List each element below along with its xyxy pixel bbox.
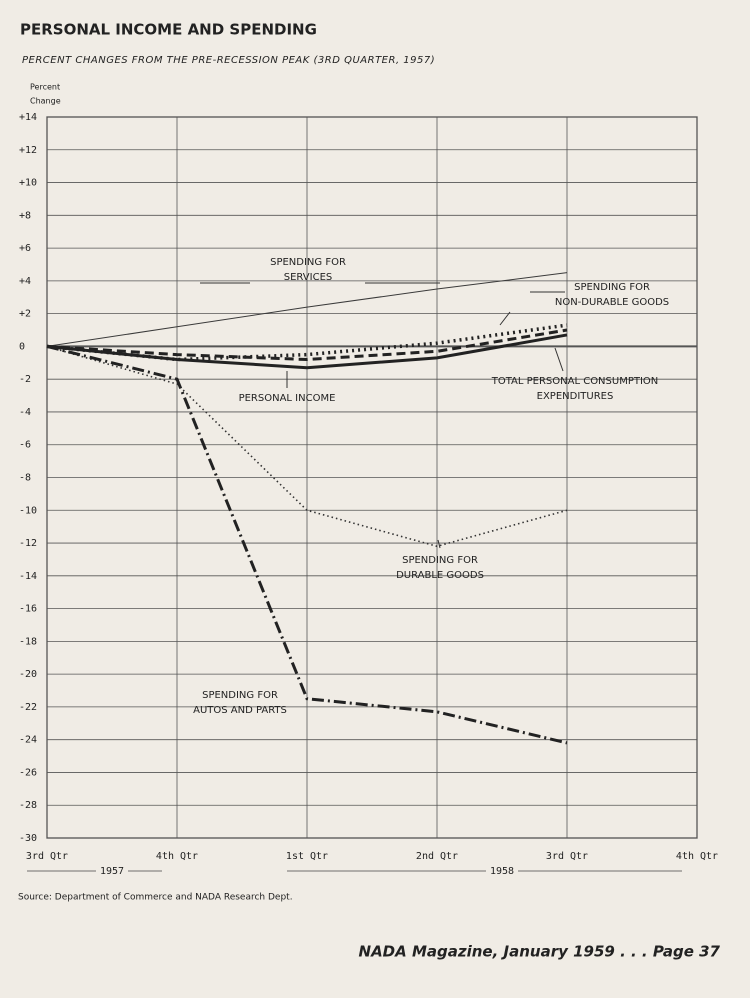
series-label: DURABLE GOODS <box>396 570 484 581</box>
chart-subtitle: PERCENT CHANGES FROM THE PRE-RECESSION P… <box>22 55 435 66</box>
y-tick-label: +2 <box>19 309 31 320</box>
series-label: PERSONAL INCOME <box>239 393 336 404</box>
y-tick-label: -30 <box>19 833 37 844</box>
y-tick-label: -22 <box>19 702 37 713</box>
x-tick-label: 3rd Qtr <box>26 851 68 862</box>
series-label: SERVICES <box>284 272 333 283</box>
x-tick-label: 4th Qtr <box>676 851 718 862</box>
y-tick-label: -16 <box>19 604 37 615</box>
year-bg <box>96 864 128 878</box>
y-tick-label: -2 <box>19 374 31 385</box>
y-tick-label: -18 <box>19 636 37 647</box>
series-label: AUTOS AND PARTS <box>193 705 287 716</box>
y-tick-label: +8 <box>19 210 31 221</box>
y-tick-label: -10 <box>19 505 37 516</box>
chart-title: PERSONAL INCOME AND SPENDING <box>20 21 317 39</box>
series-line <box>46 333 568 370</box>
source: Source: Department of Commerce and NADA … <box>18 893 293 903</box>
leader-line <box>437 539 441 549</box>
year-bg <box>486 864 518 878</box>
leader-line <box>554 347 564 372</box>
y-tick-label: -20 <box>19 669 37 680</box>
y-tick-label: +6 <box>19 243 31 254</box>
series-label: TOTAL PERSONAL CONSUMPTION <box>491 376 659 387</box>
y-tick-label: -6 <box>19 440 31 451</box>
series-line <box>46 272 568 347</box>
y-axis-label: Change <box>30 97 61 106</box>
x-tick-label: 1st Qtr <box>286 851 328 862</box>
y-tick-label: -28 <box>19 800 37 811</box>
series-line <box>46 328 568 362</box>
y-tick-label: 0 <box>19 341 25 352</box>
series-label: EXPENDITURES <box>537 391 614 402</box>
leader-line <box>499 311 511 326</box>
y-axis-label: Percent <box>30 83 60 92</box>
year-label: 1958 <box>490 866 514 877</box>
series-label: SPENDING FOR <box>402 555 478 566</box>
x-tick-label: 4th Qtr <box>156 851 198 862</box>
series-label: SPENDING FOR <box>270 257 346 268</box>
series-line <box>46 345 568 548</box>
series-label: NON-DURABLE GOODS <box>555 297 669 308</box>
y-tick-label: -8 <box>19 473 31 484</box>
year-label: 1957 <box>100 866 124 877</box>
y-tick-label: -14 <box>19 571 37 582</box>
y-tick-label: +10 <box>19 178 37 189</box>
y-tick-label: +4 <box>19 276 31 287</box>
y-tick-label: -24 <box>19 735 37 746</box>
y-tick-label: +12 <box>19 145 37 156</box>
y-tick-label: -26 <box>19 767 37 778</box>
y-tick-label: -4 <box>19 407 31 418</box>
y-tick-label: -12 <box>19 538 37 549</box>
footer: NADA Magazine, January 1959 . . . Page 3… <box>359 943 721 961</box>
x-tick-label: 3rd Qtr <box>546 851 588 862</box>
series-label: SPENDING FOR <box>202 690 278 701</box>
x-tick-label: 2nd Qtr <box>416 851 458 862</box>
series-label: SPENDING FOR <box>574 282 650 293</box>
series-line <box>46 344 568 745</box>
y-tick-label: +14 <box>19 112 37 123</box>
